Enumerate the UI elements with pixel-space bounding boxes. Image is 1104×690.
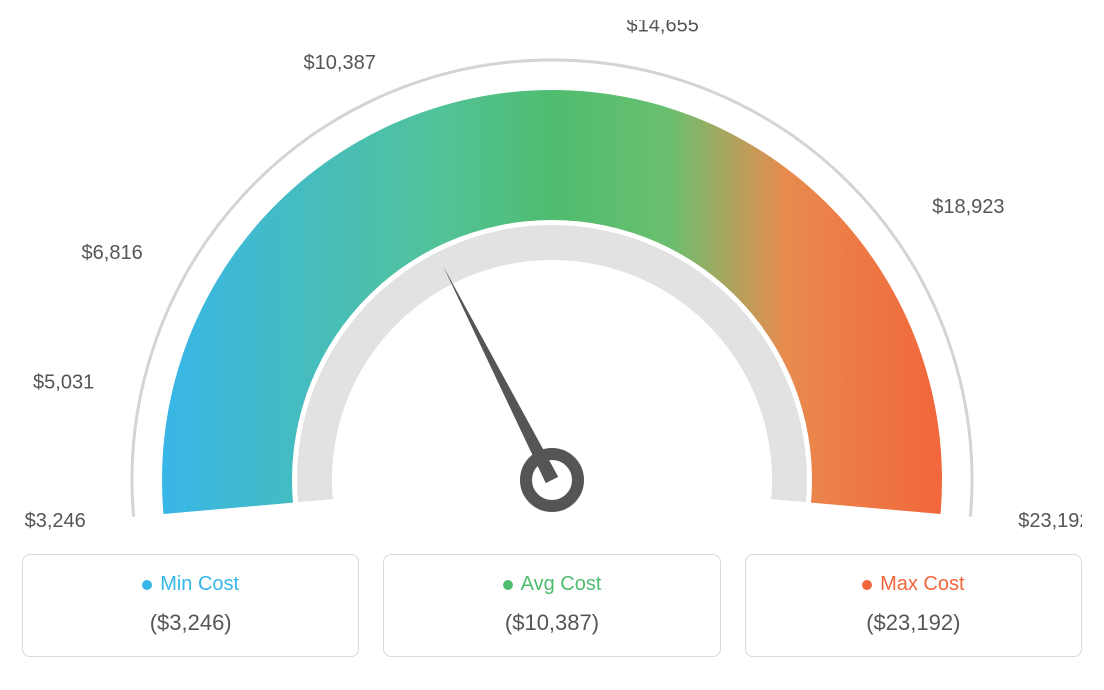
min-cost-title: Min Cost xyxy=(142,573,239,596)
gauge-chart: $3,246 $5,031 $6,816 $10,387 $14,655 $18,923 $… xyxy=(22,20,1082,530)
svg-text:$14,655: $14,655 xyxy=(627,20,699,36)
max-cost-title: Max Cost xyxy=(862,573,964,596)
max-dot-icon xyxy=(862,580,872,590)
max-cost-value: ($23,192) xyxy=(756,610,1071,636)
svg-text:$5,031: $5,031 xyxy=(33,372,94,394)
max-cost-card: Max Cost ($23,192) xyxy=(745,554,1082,657)
cost-cards-row: Min Cost ($3,246) Avg Cost ($10,387) Max… xyxy=(22,554,1082,657)
min-cost-card: Min Cost ($3,246) xyxy=(22,554,359,657)
gauge-svg: $3,246 $5,031 $6,816 $10,387 $14,655 $18,923 $… xyxy=(22,20,1082,530)
svg-text:$18,923: $18,923 xyxy=(932,196,1004,218)
max-cost-label: Max Cost xyxy=(880,573,964,596)
svg-text:$6,816: $6,816 xyxy=(82,242,143,264)
svg-text:$10,387: $10,387 xyxy=(304,52,376,74)
avg-cost-card: Avg Cost ($10,387) xyxy=(383,554,720,657)
min-cost-label: Min Cost xyxy=(160,573,239,596)
avg-dot-icon xyxy=(503,580,513,590)
svg-text:$3,246: $3,246 xyxy=(25,510,86,530)
avg-cost-value: ($10,387) xyxy=(394,610,709,636)
svg-text:$23,192: $23,192 xyxy=(1018,510,1082,530)
avg-cost-title: Avg Cost xyxy=(503,573,602,596)
min-cost-value: ($3,246) xyxy=(33,610,348,636)
avg-cost-label: Avg Cost xyxy=(521,573,602,596)
min-dot-icon xyxy=(142,580,152,590)
